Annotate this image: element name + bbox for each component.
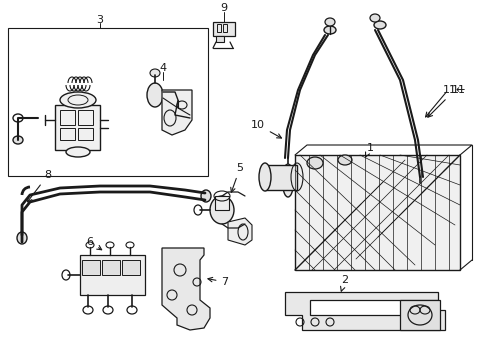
Text: 6: 6 bbox=[87, 237, 101, 250]
Bar bbox=[215, 196, 229, 210]
Text: 11←: 11← bbox=[428, 85, 466, 117]
Polygon shape bbox=[162, 90, 192, 135]
Polygon shape bbox=[162, 248, 210, 330]
Text: 9: 9 bbox=[220, 3, 227, 13]
Text: 8: 8 bbox=[27, 170, 51, 202]
Ellipse shape bbox=[325, 18, 335, 26]
Bar bbox=[102, 260, 120, 275]
Ellipse shape bbox=[147, 83, 163, 107]
Ellipse shape bbox=[201, 190, 211, 202]
Ellipse shape bbox=[370, 14, 380, 22]
Ellipse shape bbox=[415, 198, 425, 222]
Text: 3: 3 bbox=[97, 15, 103, 25]
Ellipse shape bbox=[17, 232, 27, 244]
Ellipse shape bbox=[374, 21, 386, 29]
Bar bbox=[223, 24, 227, 32]
Ellipse shape bbox=[210, 196, 234, 224]
Ellipse shape bbox=[307, 157, 323, 169]
Ellipse shape bbox=[283, 173, 293, 197]
Bar bbox=[400, 300, 440, 330]
Bar bbox=[213, 22, 235, 36]
Bar bbox=[295, 155, 460, 270]
Text: 2: 2 bbox=[341, 275, 348, 291]
Bar bbox=[217, 24, 221, 32]
Text: 4: 4 bbox=[159, 63, 167, 73]
Bar bbox=[80, 255, 145, 295]
Text: 1: 1 bbox=[366, 143, 373, 157]
Bar bbox=[265, 165, 297, 190]
Bar bbox=[60, 110, 75, 125]
Bar bbox=[8, 28, 208, 176]
Text: 7: 7 bbox=[208, 277, 228, 287]
Ellipse shape bbox=[66, 147, 90, 157]
Bar bbox=[82, 260, 100, 275]
Text: 10: 10 bbox=[251, 120, 281, 138]
Polygon shape bbox=[285, 292, 445, 330]
Bar bbox=[55, 105, 100, 150]
Text: 5: 5 bbox=[231, 163, 244, 192]
Bar bbox=[216, 36, 224, 42]
Polygon shape bbox=[228, 218, 252, 245]
Ellipse shape bbox=[60, 92, 96, 108]
Ellipse shape bbox=[338, 155, 352, 165]
Text: 11: 11 bbox=[452, 85, 466, 95]
Ellipse shape bbox=[13, 136, 23, 144]
Bar bbox=[122, 260, 140, 275]
Ellipse shape bbox=[324, 26, 336, 34]
Bar bbox=[78, 128, 93, 140]
Ellipse shape bbox=[150, 69, 160, 77]
Ellipse shape bbox=[259, 163, 271, 191]
Bar bbox=[60, 128, 75, 140]
Bar bbox=[78, 110, 93, 125]
